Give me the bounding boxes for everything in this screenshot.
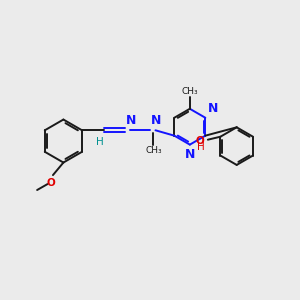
- Text: CH₃: CH₃: [182, 87, 198, 96]
- Text: H: H: [196, 142, 204, 152]
- Text: O: O: [196, 136, 204, 146]
- Text: O: O: [46, 178, 55, 188]
- Text: N: N: [208, 102, 219, 116]
- Text: N: N: [185, 148, 196, 161]
- Text: N: N: [151, 114, 161, 127]
- Text: H: H: [96, 137, 104, 147]
- Text: N: N: [126, 114, 136, 127]
- Text: CH₃: CH₃: [145, 146, 162, 155]
